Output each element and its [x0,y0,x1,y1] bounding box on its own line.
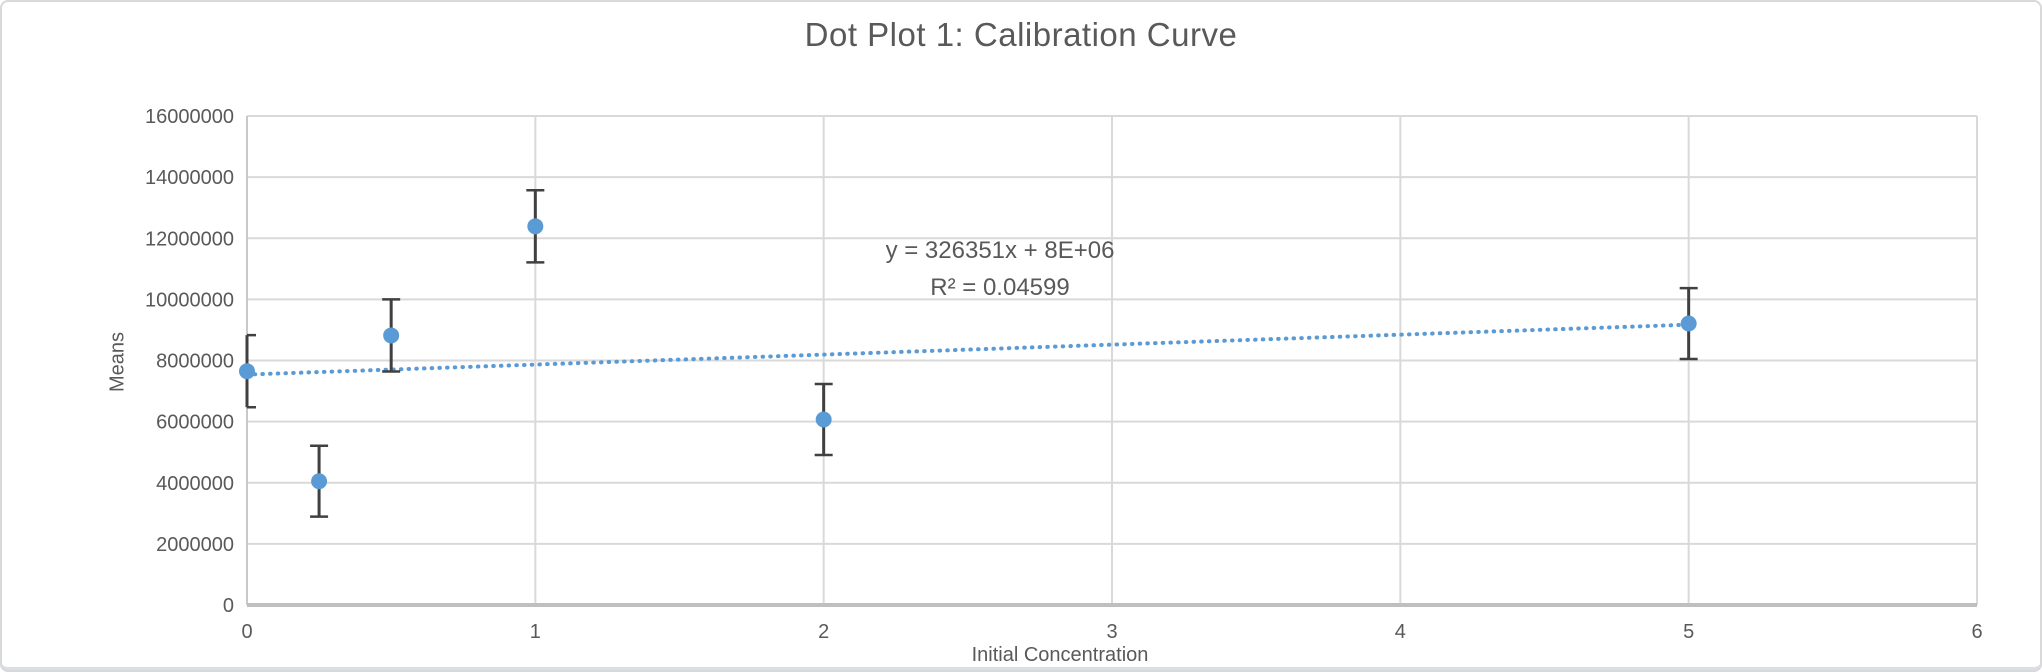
trendline-label-box: y = 326351x + 8E+06 R² = 0.04599 [886,232,1115,306]
x-tick-label: 0 [241,621,252,643]
trendline-r-squared: R² = 0.04599 [930,274,1070,301]
x-tick-label: 6 [1971,621,1982,643]
y-axis-title: Means [106,331,129,393]
trendline [245,322,1691,377]
y-tick-label: 12000000 [145,228,234,250]
x-tick-label: 3 [1106,621,1117,643]
data-point [815,411,832,428]
x-tick-label: 1 [530,621,541,643]
data-point [1680,315,1697,332]
data-point [527,218,544,235]
x-tick-label: 5 [1683,621,1694,643]
y-tick-label: 0 [223,595,234,617]
x-tick-label: 4 [1395,621,1406,643]
y-tick-label: 16000000 [145,106,234,128]
y-tick-label: 2000000 [156,534,234,556]
y-tick-label: 4000000 [156,473,234,495]
x-tick-label: 2 [818,621,829,643]
y-tick-label: 10000000 [145,289,234,311]
data-point [383,327,400,344]
trendline-equation: y = 326351x + 8E+06 [885,237,1115,264]
x-axis-title: Initial Concentration [971,644,1149,666]
y-tick-label: 14000000 [145,167,234,189]
data-point [311,473,328,490]
y-tick-label: 6000000 [156,412,234,434]
y-tick-label: 8000000 [156,351,234,373]
data-point [239,363,255,380]
chart-title: Dot Plot 1: Calibration Curve [804,16,1238,53]
